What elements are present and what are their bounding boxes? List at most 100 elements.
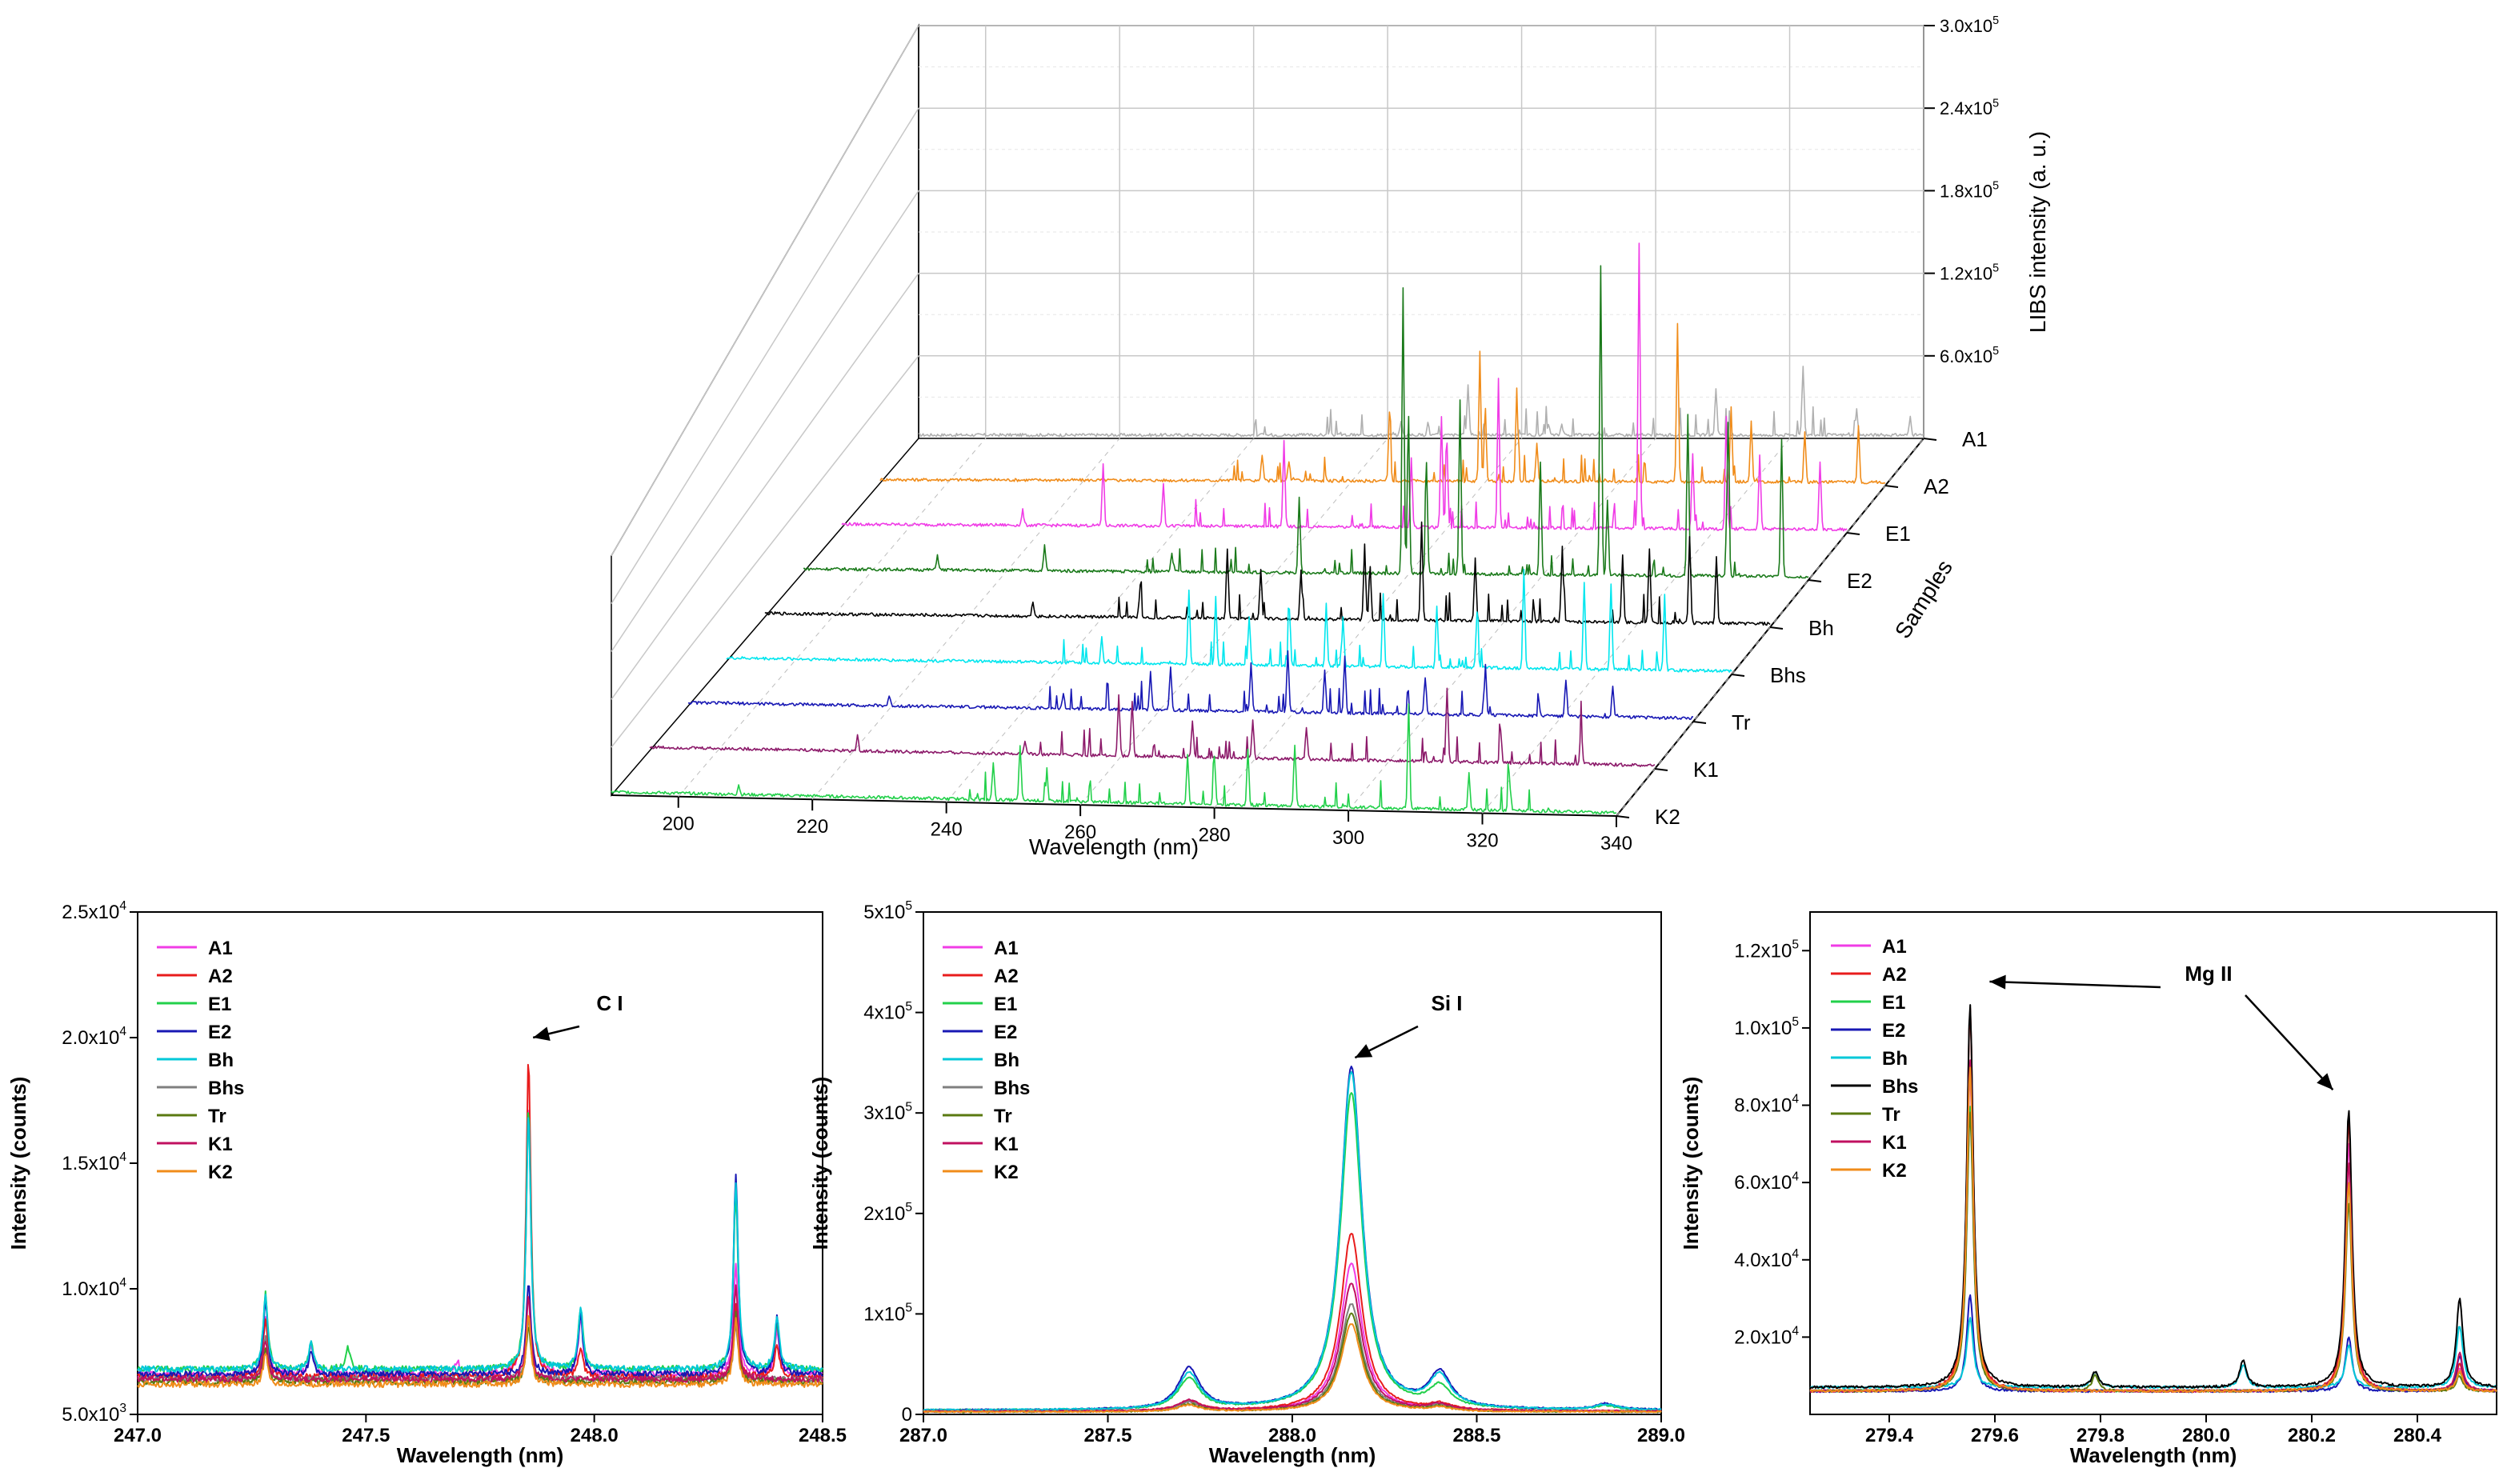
sample-tick <box>1769 626 1784 630</box>
series-line-k1 <box>923 1282 1662 1413</box>
y-tick-label: 4.0x104 <box>1734 1247 1799 1271</box>
x-tick-label: 248.5 <box>799 1425 847 1446</box>
y-tick-label: 6.0x104 <box>1734 1170 1799 1194</box>
spectrum-line-k1 <box>649 687 1656 767</box>
series-line-tr <box>1809 1111 2497 1394</box>
sample-tick <box>1884 485 1899 488</box>
spectrum-line-bhs <box>726 569 1732 673</box>
sample-tick-label: A1 <box>1962 427 1988 451</box>
series-line-bh <box>923 1070 1662 1412</box>
spectrum-line-a1 <box>918 366 1924 438</box>
wl-floor-gridline <box>1482 438 1790 814</box>
x-tick-label: 247.5 <box>342 1425 390 1446</box>
annotation-arrowhead <box>533 1026 551 1042</box>
legend-label: Bh <box>1882 1048 1908 1070</box>
legend-label: Bhs <box>208 1078 244 1099</box>
annotation-arrowhead <box>1989 974 2006 990</box>
spectrum-line-a2 <box>879 322 1886 485</box>
y-tick-label: 8.0x104 <box>1734 1093 1799 1117</box>
annotation-arrow-shaft <box>1989 980 2161 989</box>
plot-frame <box>1809 911 2497 1415</box>
series-line-e2 <box>137 1174 823 1378</box>
series-line-bh <box>137 1117 823 1374</box>
z-tick-label: 1.8x105 <box>1940 180 1999 202</box>
y-tick-label: 0 <box>902 1404 912 1426</box>
y-tick-label: 2.0x104 <box>1734 1325 1799 1349</box>
annotation-arrowhead <box>2317 1073 2333 1090</box>
peak-annotation: Mg II <box>2185 962 2232 986</box>
y-tick-label: 1.5x104 <box>62 1150 126 1174</box>
x-tick-label: 279.4 <box>1865 1425 1914 1446</box>
side-gridline <box>611 355 919 748</box>
legend-label: A2 <box>1882 964 1907 986</box>
legend-label: A2 <box>994 966 1019 987</box>
y-tick-label: 5.0x103 <box>62 1402 126 1426</box>
series-line-e1 <box>1809 1106 2497 1394</box>
samples-axis-title: Samples <box>1890 556 1957 643</box>
x-tick-label: 280.0 <box>2182 1425 2230 1446</box>
legend-label: A1 <box>1882 936 1907 958</box>
y-tick-label: 2.5x104 <box>62 899 126 923</box>
legend-label: Bhs <box>994 1078 1030 1099</box>
x-tick-label: 289.0 <box>1637 1425 1685 1446</box>
legend-label: K2 <box>208 1162 233 1183</box>
silicon-panel-chart: 287.0 287.5 288.0 288.5 289.0 0 1x105 2x105 3x10… <box>808 899 1685 1467</box>
y-tick-label: 1.0x105 <box>1734 1015 1799 1039</box>
wl-floor-gridline <box>1079 438 1388 806</box>
series-line-a2 <box>923 1233 1662 1413</box>
plot-frame <box>923 911 1662 1415</box>
annotation-arrow-shaft <box>2245 994 2334 1091</box>
series-line-e1 <box>137 1112 823 1374</box>
series-line-e2 <box>1809 1294 2497 1394</box>
legend-label: A2 <box>208 966 233 987</box>
legend-label: E2 <box>994 1022 1017 1043</box>
x-axis-title: Wavelength (nm) <box>1209 1443 1376 1467</box>
side-gridline <box>611 107 919 604</box>
wl-tick-label: 260 <box>1064 822 1096 843</box>
y-axis-title: Intensity (counts) <box>808 1077 832 1250</box>
wl-tick-label: 280 <box>1199 825 1231 846</box>
series-line-a2 <box>1809 1007 2497 1394</box>
series-line-a1 <box>1809 1074 2497 1394</box>
side-gridline <box>611 190 919 652</box>
y-tick-label: 4x105 <box>863 1000 912 1024</box>
series-line-k2 <box>1809 1066 2497 1394</box>
legend-label: Tr <box>994 1106 1012 1127</box>
sample-tick <box>1846 532 1860 535</box>
wavelength-axis <box>611 794 1617 817</box>
waterfall-3d-chart: 6.0x105 1.2x105 1.8x105 2.4x105 3.0x105 200 22… <box>611 14 2050 859</box>
series-line-k2 <box>137 1314 823 1389</box>
intensity-axis-title: LIBS intensity (a. u.) <box>2025 131 2050 333</box>
series-line-a1 <box>923 1262 1662 1413</box>
x-tick-label: 247.0 <box>114 1425 162 1446</box>
series-line-e1 <box>923 1092 1662 1412</box>
wl-floor-gridline <box>946 438 1255 802</box>
annotation-arrowhead <box>1355 1044 1373 1058</box>
y-tick-label: 1.0x104 <box>62 1276 126 1300</box>
sample-tick <box>1808 579 1822 582</box>
x-tick-label: 279.8 <box>2076 1425 2125 1446</box>
series-line-a1 <box>137 1110 823 1378</box>
series-line-tr <box>923 1312 1662 1414</box>
side-gridline <box>611 25 919 557</box>
z-tick-label: 1.2x105 <box>1940 262 1999 284</box>
wl-tick-label: 340 <box>1600 833 1632 854</box>
x-tick-label: 287.5 <box>1083 1425 1131 1446</box>
sample-tick-label: Bhs <box>1770 663 1806 687</box>
series-line-a2 <box>137 1063 823 1381</box>
x-tick-label: 279.6 <box>1971 1425 2019 1446</box>
carbon-panel-chart: 247.0 247.5 248.0 248.5 5.0x103 1.0x104 1.5x10… <box>6 899 847 1467</box>
sample-tick-label: E2 <box>1847 569 1872 593</box>
sample-tick-label: A2 <box>1924 474 1949 498</box>
legend-label: E2 <box>208 1022 231 1043</box>
sample-tick <box>1731 674 1745 677</box>
sample-tick <box>1654 768 1668 771</box>
sample-tick-label: K1 <box>1693 758 1719 782</box>
x-tick-label: 287.0 <box>899 1425 947 1446</box>
x-tick-label: 288.0 <box>1268 1425 1316 1446</box>
wl-floor-gridline <box>1348 438 1656 811</box>
legend-label: K2 <box>1882 1160 1907 1182</box>
y-axis-title: Intensity (counts) <box>1679 1077 1703 1250</box>
legend-label: K2 <box>994 1162 1019 1183</box>
